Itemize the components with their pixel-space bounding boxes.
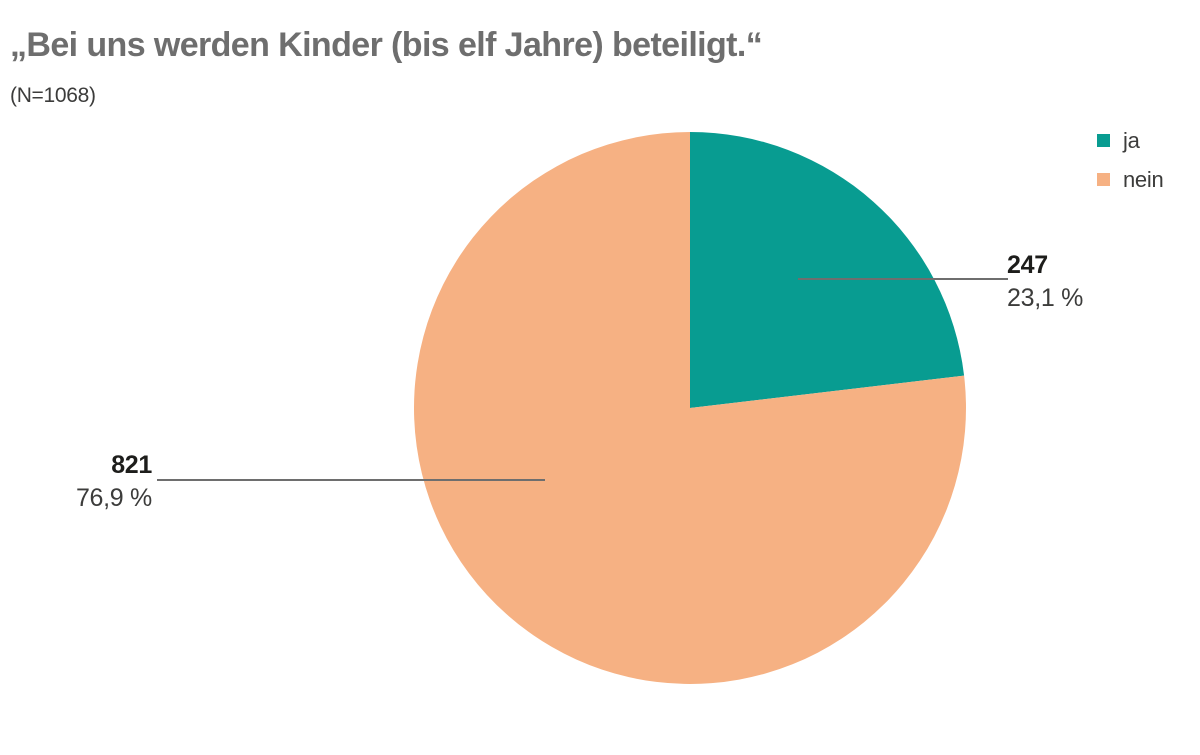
legend-swatch-nein [1097,173,1110,186]
legend-item-nein: nein [1097,166,1164,192]
slice-value-nein: 821 [111,451,152,479]
leader-line-ja [798,278,1008,280]
pie-slice-nein [414,132,966,684]
pie-slice-ja [690,132,965,408]
legend: ja nein [1097,128,1164,192]
chart-subtitle: (N=1068) [10,84,96,107]
slice-value-ja: 247 [1007,251,1048,279]
legend-item-ja: ja [1097,128,1163,153]
legend-label-ja: ja [1123,127,1140,153]
leader-line-nein [157,479,545,481]
chart-title: „Bei uns werden Kinder (bis elf Jahre) b… [10,26,763,64]
pie-chart [414,132,966,684]
legend-swatch-ja [1097,134,1110,147]
slice-percent-nein: 76,9 % [75,484,152,512]
legend-label-nein: nein [1123,166,1164,192]
slice-percent-ja: 23,1 % [1007,284,1084,312]
